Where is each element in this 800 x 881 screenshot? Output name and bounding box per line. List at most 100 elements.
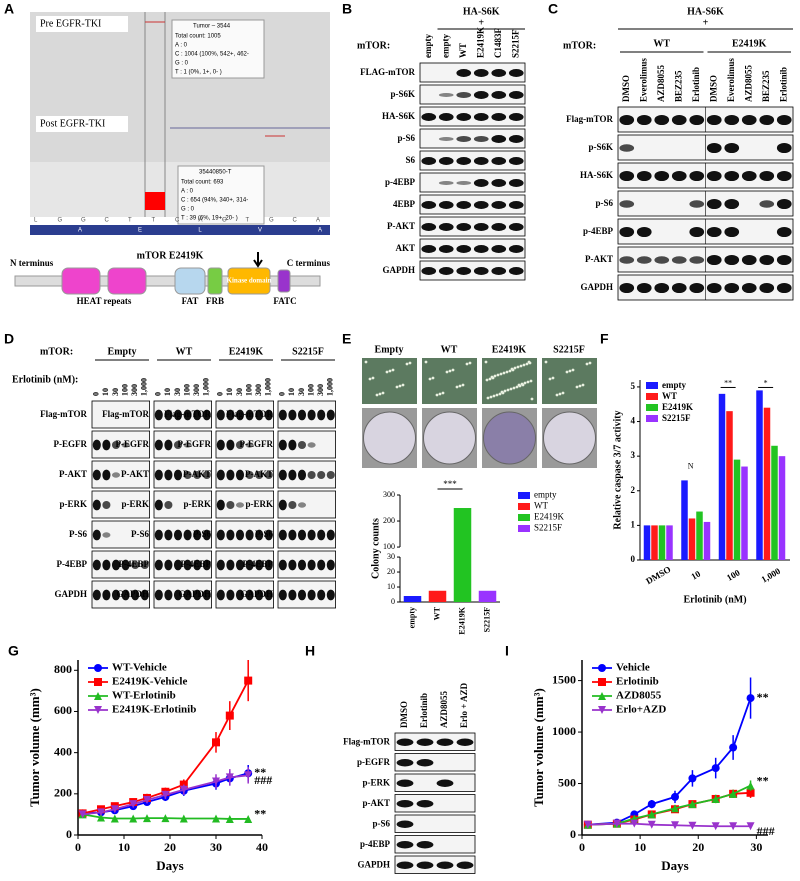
blot-band: [255, 470, 264, 480]
blot-band: [776, 198, 792, 210]
blot-band: [759, 170, 775, 182]
blot-row-label: GAPDH: [179, 589, 212, 599]
blot-band: [226, 439, 235, 451]
blot-row-label: P-4EBP: [181, 559, 212, 569]
blot-band: [456, 738, 474, 746]
blot-box: [394, 855, 476, 874]
cell: [458, 384, 462, 388]
dose-label: 30: [173, 388, 182, 396]
blot-band: [491, 179, 507, 187]
cell: [515, 385, 519, 389]
blot-box: [215, 580, 274, 609]
cell: [509, 387, 513, 391]
blot-band: [216, 409, 225, 421]
blot-band: [154, 529, 163, 541]
blot-band: [416, 759, 434, 767]
domain-label: FAT: [182, 296, 199, 306]
blot-band: [776, 114, 792, 126]
annotation: ***: [443, 479, 457, 489]
blot-row-label: GAPDH: [55, 589, 88, 599]
blot-band: [436, 779, 454, 787]
blot-band: [245, 529, 254, 541]
blot-band: [689, 200, 705, 208]
blot-band: [491, 135, 507, 143]
amino-acid: V: [258, 228, 262, 234]
cell: [401, 383, 405, 387]
marker: [647, 800, 656, 809]
track-label: Post EGFR-TKI: [40, 118, 105, 129]
lane-label: AZD8055: [656, 64, 666, 102]
blot-band: [438, 245, 454, 253]
cell: [441, 391, 445, 395]
blot-band: [438, 201, 454, 209]
legend-label: empty: [662, 380, 686, 390]
blot-band: [421, 267, 437, 275]
blot-band: [326, 589, 335, 601]
blot-band: [92, 499, 101, 511]
blot-band: [508, 91, 524, 99]
blot-band: [245, 442, 254, 448]
cell: [551, 376, 555, 380]
image-label: S2215F: [553, 344, 585, 355]
marker: [671, 821, 679, 830]
blot-band: [689, 282, 705, 294]
blot-band: [654, 256, 670, 264]
blot-band: [654, 114, 670, 126]
blot-band: [193, 529, 202, 541]
dose-label: 1,000: [202, 378, 211, 396]
blot-band: [226, 469, 235, 481]
y-tick-label: 1: [631, 519, 636, 529]
cell: [508, 369, 512, 373]
blot-band: [102, 469, 111, 481]
blot-band: [438, 137, 454, 141]
bar: [703, 521, 711, 560]
blot-band: [456, 181, 472, 185]
cell: [385, 370, 389, 374]
domain-label: FRB: [206, 296, 224, 306]
series-line: [82, 813, 249, 820]
cell: [568, 369, 572, 373]
marker: [179, 785, 188, 794]
marker: [212, 777, 220, 786]
cell: [438, 392, 442, 396]
blot-band: [619, 282, 635, 294]
blot-band: [111, 440, 121, 450]
y-tick-label: 300: [383, 490, 395, 499]
blot-band: [278, 499, 287, 511]
y-axis-label: Colony counts: [370, 518, 381, 579]
blot-band: [121, 442, 130, 448]
plate: [483, 411, 536, 465]
cell: [490, 375, 494, 379]
blot-row-label: GAPDH: [383, 265, 416, 275]
marker: [129, 814, 138, 823]
blot-band: [759, 200, 775, 208]
legend-swatch: [646, 404, 658, 411]
blot-band: [508, 245, 524, 253]
cell: [448, 369, 452, 373]
blot-band: [173, 469, 183, 481]
cell: [451, 368, 455, 372]
blot-box: [419, 62, 526, 83]
annotation: N: [688, 461, 694, 470]
base: G: [269, 218, 274, 224]
group-label: WT: [176, 346, 193, 357]
blot-band: [689, 256, 705, 264]
marker: [711, 822, 720, 831]
blot-band: [297, 502, 307, 508]
blot-box: [277, 520, 336, 549]
blot-band: [724, 282, 740, 294]
x-tick-label: 0: [579, 840, 585, 854]
base: A: [199, 218, 203, 224]
cell: [498, 392, 502, 396]
blot-band: [396, 800, 414, 808]
blot-band: [173, 440, 183, 450]
marker: [746, 694, 755, 703]
blot-band: [235, 502, 245, 508]
cell: [428, 377, 432, 381]
blot-band: [154, 589, 163, 601]
base: C: [105, 218, 110, 224]
blot-band: [759, 282, 775, 294]
x-tick-label: 100: [725, 567, 742, 583]
blot-band: [297, 589, 307, 601]
blot-band: [154, 409, 163, 421]
